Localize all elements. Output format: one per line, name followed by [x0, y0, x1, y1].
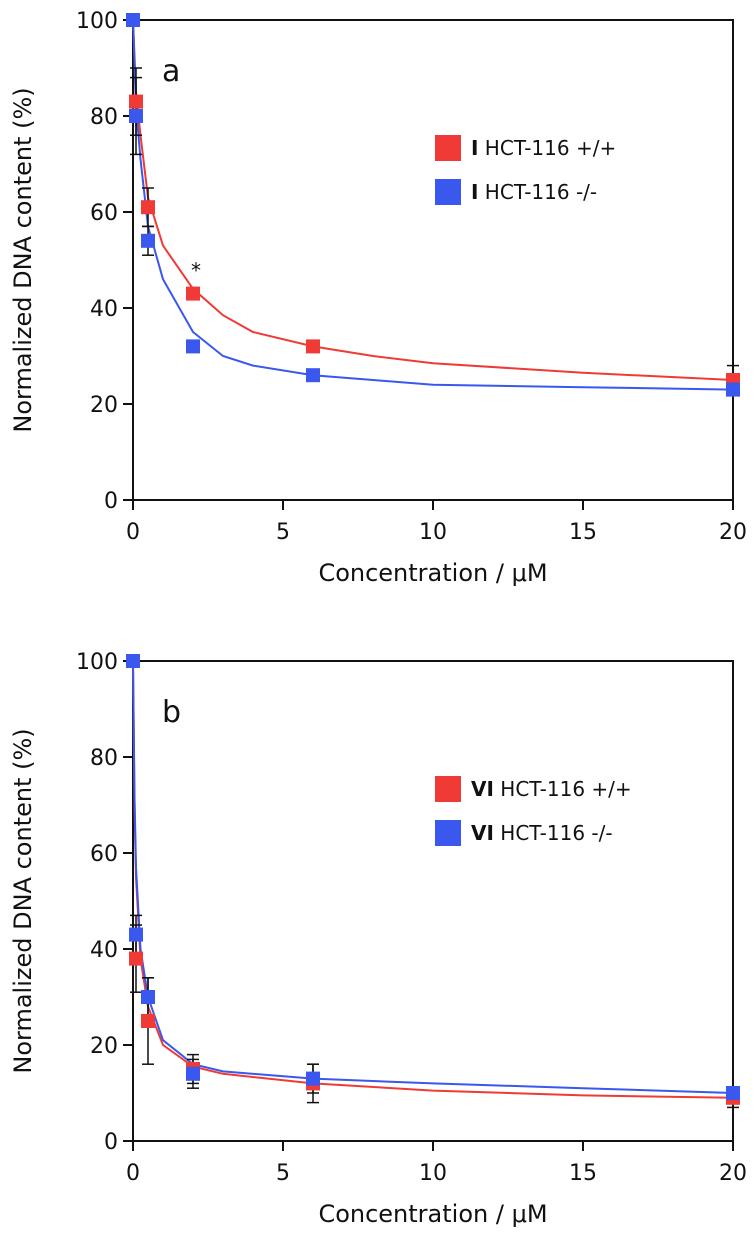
- legend: VI HCT-116 +/+VI HCT-116 -/-: [435, 776, 632, 846]
- legend-compound-label: VI: [471, 777, 494, 801]
- data-point: [726, 1086, 740, 1100]
- fit-curves: [132, 660, 734, 1099]
- data-point: [126, 654, 140, 668]
- y-tick-label: 0: [104, 489, 118, 514]
- data-point: [726, 382, 740, 397]
- data-point: [306, 1071, 320, 1086]
- y-tick-label: 100: [76, 650, 118, 675]
- data-point: [186, 339, 200, 354]
- y-axis-title: Normalized DNA content (%): [9, 728, 37, 1073]
- x-tick-label: 10: [419, 520, 447, 545]
- x-axis-title: Concentration / μM: [318, 1200, 547, 1228]
- legend-swatch: [435, 820, 461, 846]
- data-point: [306, 339, 320, 354]
- data-point: [129, 109, 143, 123]
- fit-curve: [132, 19, 734, 381]
- plot-frame-border: [132, 19, 734, 501]
- x-axis-title: Concentration / μM: [318, 559, 547, 587]
- data-point: [141, 233, 155, 248]
- y-tick-label: 60: [90, 201, 118, 226]
- x-tick-label: 5: [276, 1161, 290, 1186]
- x-tick-label: 10: [419, 1161, 447, 1186]
- y-axis-title: Normalized DNA content (%): [9, 87, 37, 432]
- legend-entry: VI HCT-116 +/+: [471, 777, 632, 801]
- error-bars: [130, 67, 739, 396]
- fit-curve: [132, 660, 734, 1099]
- legend-series-label: HCT-116 -/-: [478, 180, 597, 204]
- legend-compound-label: I: [471, 180, 478, 204]
- axis-ticks: 0 5 10 15 20 0 20 40 60 80 100: [76, 650, 747, 1186]
- y-tick-label: 60: [90, 842, 118, 867]
- data-point: [141, 200, 155, 215]
- data-point: [306, 368, 320, 383]
- x-tick-label: 20: [719, 520, 747, 545]
- data-point: [186, 1066, 200, 1081]
- y-tick-label: 100: [76, 9, 118, 34]
- legend-series-label: HCT-116 -/-: [494, 821, 613, 845]
- legend-series-label: HCT-116 +/+: [478, 136, 616, 160]
- panel-letter: a: [162, 54, 180, 89]
- data-point: [129, 927, 143, 942]
- x-tick-label: 0: [126, 520, 140, 545]
- significance-marker: *: [191, 259, 201, 283]
- fit-curve: [132, 660, 734, 1094]
- plot-frame: [132, 19, 734, 501]
- legend-compound-label: VI: [471, 821, 494, 845]
- plot-frame-border: [132, 660, 734, 1142]
- y-tick-label: 0: [104, 1130, 118, 1155]
- data-point: [126, 13, 140, 27]
- plot-frame: [132, 660, 734, 1142]
- legend-compound-label: I: [471, 136, 478, 160]
- legend-swatch: [435, 135, 461, 161]
- x-tick-label: 15: [569, 1161, 597, 1186]
- x-tick-label: 0: [126, 1161, 140, 1186]
- legend-swatch: [435, 179, 461, 205]
- panel-letter: b: [162, 695, 181, 730]
- y-tick-label: 40: [90, 297, 118, 322]
- y-tick-label: 40: [90, 938, 118, 963]
- legend-series-label: HCT-116 +/+: [494, 777, 632, 801]
- fit-curves: [132, 19, 734, 391]
- x-tick-label: 15: [569, 520, 597, 545]
- legend-entry: I HCT-116 -/-: [471, 180, 597, 204]
- legend-entry: I HCT-116 +/+: [471, 136, 616, 160]
- data-point: [141, 1014, 155, 1028]
- legend: I HCT-116 +/+I HCT-116 -/-: [435, 135, 616, 205]
- x-tick-label: 5: [276, 520, 290, 545]
- x-tick-label: 20: [719, 1161, 747, 1186]
- error-bars: [130, 914, 739, 1109]
- y-tick-label: 20: [90, 1034, 118, 1059]
- y-tick-label: 20: [90, 393, 118, 418]
- data-point: [186, 286, 200, 301]
- y-tick-label: 80: [90, 746, 118, 771]
- data-point: [129, 94, 143, 109]
- annotations: *: [191, 259, 201, 283]
- y-tick-label: 80: [90, 105, 118, 130]
- legend-swatch: [435, 776, 461, 802]
- data-point: [129, 951, 143, 966]
- data-points: [126, 654, 740, 1105]
- data-points: [126, 13, 740, 397]
- data-point: [141, 990, 155, 1004]
- fit-curve: [132, 19, 734, 391]
- axis-ticks: 0 5 10 15 20 0 20 40 60 80 100: [76, 9, 747, 545]
- legend-entry: VI HCT-116 -/-: [471, 821, 613, 845]
